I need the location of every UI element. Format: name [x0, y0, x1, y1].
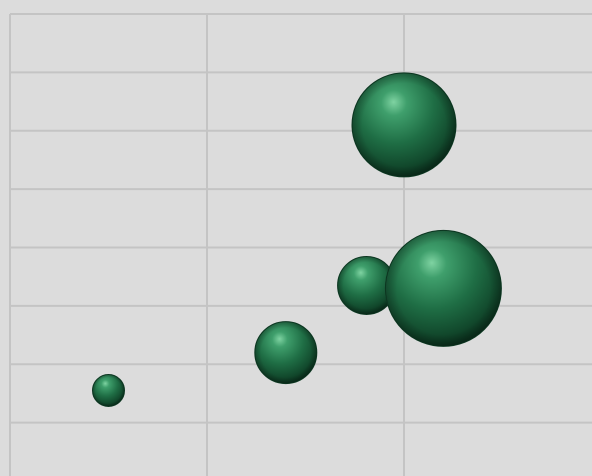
bubbles: [92, 72, 502, 408]
bubble: [337, 255, 397, 315]
bubble: [254, 321, 318, 385]
bubble: [351, 72, 457, 178]
bubble: [92, 374, 125, 408]
bubble: [384, 229, 502, 347]
